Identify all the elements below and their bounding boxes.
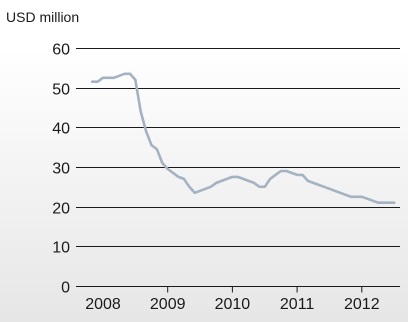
y-tick-label-10: 10 [52, 240, 70, 257]
x-tick-label-2009: 2009 [150, 296, 186, 313]
y-tick-label-50: 50 [52, 82, 70, 99]
series-line-1 [90, 72, 396, 204]
y-tick-label-0: 0 [61, 280, 70, 297]
series-lines [90, 72, 396, 204]
x-tick-label-2012: 2012 [344, 296, 380, 313]
unit-label: USD million [6, 9, 79, 25]
y-tick-label-40: 40 [52, 121, 70, 138]
y-tick-label-30: 30 [52, 161, 70, 178]
gridlines [76, 48, 400, 287]
y-tick-label-20: 20 [52, 201, 70, 218]
x-tick-label-2008: 2008 [85, 296, 121, 313]
y-tick-labels: 0 10 20 30 40 50 60 [52, 42, 70, 297]
plot-background [0, 48, 408, 322]
x-tick-marks [167, 286, 363, 293]
x-tick-label-2010: 2010 [215, 296, 251, 313]
x-tick-label-2011: 2011 [280, 296, 315, 313]
x-tick-labels: 2008 2009 2010 2011 2012 [85, 296, 379, 313]
y-tick-label-60: 60 [52, 42, 70, 59]
